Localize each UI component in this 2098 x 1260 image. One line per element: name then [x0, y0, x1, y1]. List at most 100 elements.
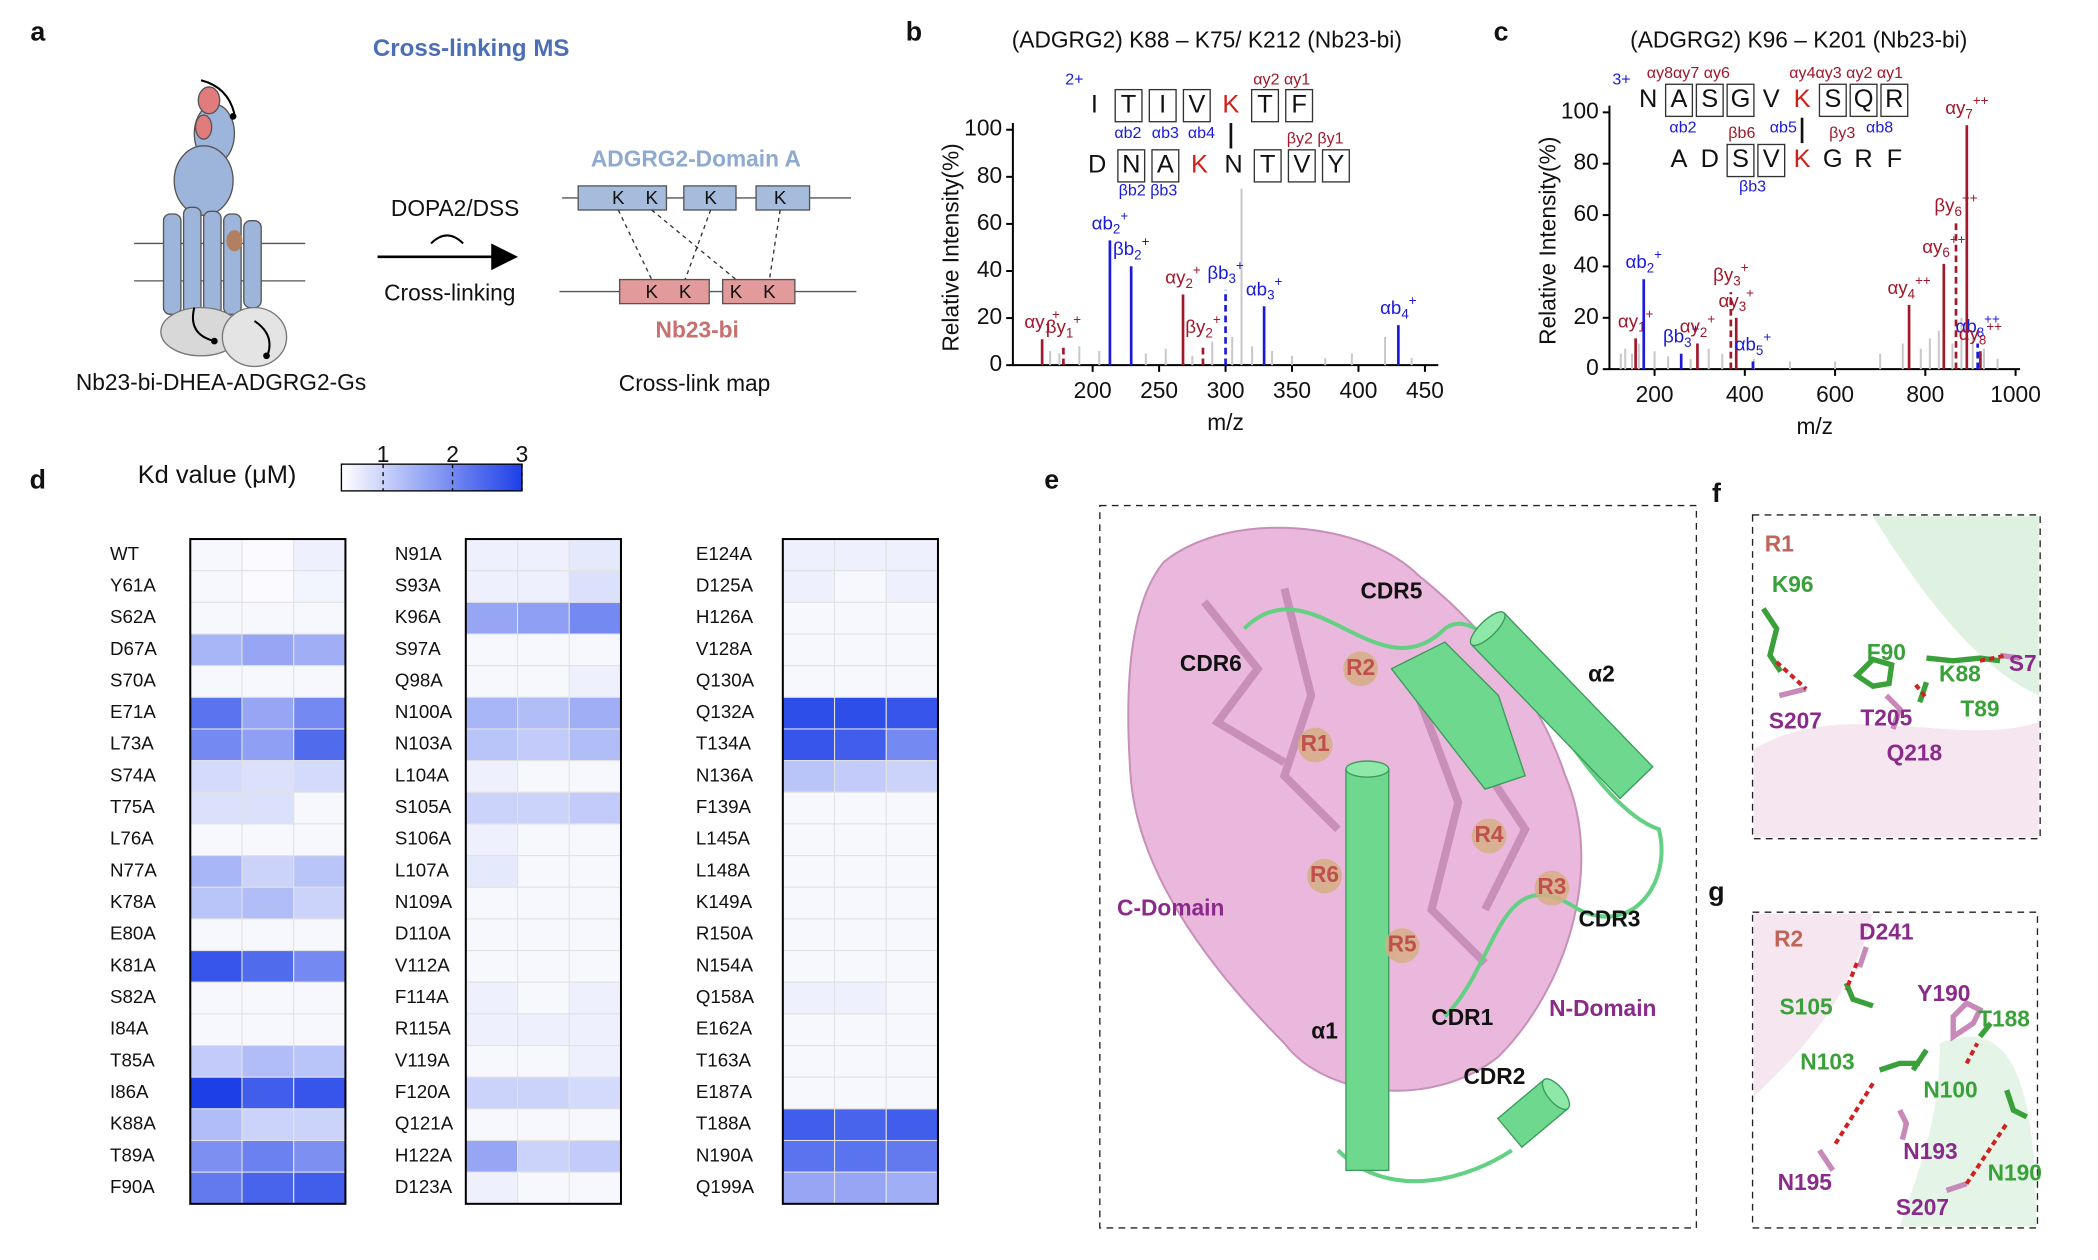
- mutant-label: E71A: [110, 701, 156, 722]
- heatmap-cell: [465, 601, 519, 635]
- heatmap-cell: [568, 538, 622, 572]
- x-tick-label: 350: [1273, 377, 1311, 403]
- x-tick-label: 400: [1340, 377, 1378, 403]
- sequence-letter: G: [1823, 145, 1843, 173]
- peak-sup: ++: [1915, 272, 1931, 287]
- mutant-label: N103A: [395, 733, 453, 754]
- lysine-label: K: [704, 187, 717, 208]
- peak-sub: 6: [1955, 204, 1962, 219]
- heatmap-cell: [516, 1045, 570, 1078]
- map-label: Cross-link map: [619, 370, 770, 396]
- sequence-letter: D: [1701, 145, 1719, 173]
- peak-label: αb4+: [1380, 293, 1417, 321]
- heatmap-cell: [568, 570, 622, 603]
- heatmap-cell: [293, 760, 346, 793]
- y-axis-label: Relative Intensity(%): [1534, 137, 1560, 345]
- heatmap-cell: [782, 886, 836, 920]
- heatmap-cell: [189, 1139, 243, 1173]
- y-tick-label: 20: [1573, 303, 1598, 329]
- structure-label: T188: [1978, 1006, 2030, 1032]
- sequence-letter: V: [1763, 85, 1780, 113]
- complex-label: Nb23-bi-DHEA-ADGRG2-Gs: [76, 369, 366, 395]
- x-tick-label: 250: [1140, 377, 1178, 403]
- heatmap-cell: [465, 886, 519, 920]
- heatmap-cell: [465, 696, 519, 730]
- peak-name: βb: [1113, 238, 1134, 259]
- sequence-letter: V: [1188, 90, 1205, 118]
- heatmap-cell: [568, 696, 622, 730]
- sequence-letter: S: [1701, 85, 1718, 113]
- crosslink-map: [559, 185, 857, 305]
- heatmap-cell: [241, 918, 295, 952]
- peak-label: βb3+: [1207, 257, 1244, 285]
- sequence-letter: D: [1088, 151, 1106, 179]
- sequence-letter: F: [1291, 90, 1307, 118]
- heatmap-cell: [834, 601, 887, 635]
- mutant-label: L76A: [110, 828, 154, 849]
- mutant-label: V119A: [395, 1049, 450, 1070]
- x-tick-label: 200: [1636, 381, 1674, 407]
- peak-sub: 2: [1113, 221, 1120, 236]
- peak-sub: 1: [1638, 319, 1645, 334]
- heatmap-cell: [189, 1108, 243, 1142]
- peak-label: αb8++: [1956, 311, 2000, 339]
- peak-sup: ++: [1973, 93, 1989, 108]
- fragment-box: [1148, 88, 1177, 123]
- heatmap-cell: [782, 1013, 836, 1047]
- mutant-label: K149A: [696, 891, 753, 912]
- y-axis-label: Relative Intensity(%): [938, 143, 964, 351]
- sequence-letter: N: [1639, 85, 1657, 113]
- heatmap-cell: [568, 791, 622, 825]
- heatmap-cell: [516, 728, 570, 762]
- heatmap-cell: [568, 1108, 622, 1142]
- heatmap-cell: [189, 1013, 243, 1047]
- heatmap-cell: [834, 1139, 887, 1173]
- colorbar-tick-label: 3: [516, 441, 529, 467]
- mutant-label: E80A: [110, 923, 156, 944]
- peak-label: αy8++: [1959, 319, 2002, 347]
- structure-label: S207: [1769, 707, 1822, 733]
- mutant-label: L145A: [696, 828, 751, 849]
- peak-sup: +: [1193, 262, 1201, 277]
- sequence-letter: S: [1824, 85, 1841, 113]
- panel-label: a: [30, 17, 46, 47]
- heatmap-cell: [241, 538, 295, 572]
- fragment-box: [1818, 83, 1847, 118]
- peak-sub: 4: [1908, 286, 1916, 301]
- heatmap-cell: [782, 760, 836, 793]
- fragment-box: [1285, 88, 1314, 123]
- structure-f: [1751, 514, 2041, 840]
- panel-label: b: [906, 17, 922, 47]
- charge-label: 2+: [1065, 70, 1083, 88]
- peak-sup: +: [1646, 306, 1654, 321]
- heatmap-cell: [516, 1171, 570, 1205]
- fragment-label: βb6: [1728, 124, 1755, 142]
- heatmap-cell: [465, 1076, 519, 1110]
- mutant-label: D125A: [696, 574, 754, 595]
- y-tick-label: 40: [1573, 251, 1598, 277]
- peak-sup: +: [1746, 285, 1754, 300]
- peak-sup: +: [1409, 293, 1417, 308]
- peak-label: αy7++: [1945, 93, 1988, 121]
- heatmap-cell: [885, 570, 939, 603]
- mutant-label: E187A: [696, 1081, 753, 1102]
- heatmap-cell: [516, 855, 570, 888]
- peak-sup: +: [1707, 311, 1715, 326]
- peak-name: βy: [1046, 316, 1067, 337]
- mutant-label: T163A: [696, 1049, 752, 1070]
- peak-label: αb2+: [1625, 247, 1662, 275]
- heatmap-cell: [465, 665, 519, 698]
- peak-name: αy: [1922, 236, 1943, 257]
- heatmap-cell: [834, 760, 887, 793]
- structure-label: R1: [1765, 531, 1794, 557]
- mutant-label: H122A: [395, 1144, 453, 1165]
- heatmap-cell: [782, 918, 836, 952]
- sequence-letter: S: [1732, 145, 1749, 173]
- heatmap-cell: [241, 950, 295, 983]
- lysine-label: K: [679, 281, 692, 302]
- heatmap-cell: [189, 950, 243, 983]
- peak-label: βb2+: [1113, 234, 1150, 262]
- y-tick-label: 80: [977, 162, 1002, 188]
- heatmap-cell: [885, 665, 939, 698]
- heatmap-cell: [568, 633, 622, 667]
